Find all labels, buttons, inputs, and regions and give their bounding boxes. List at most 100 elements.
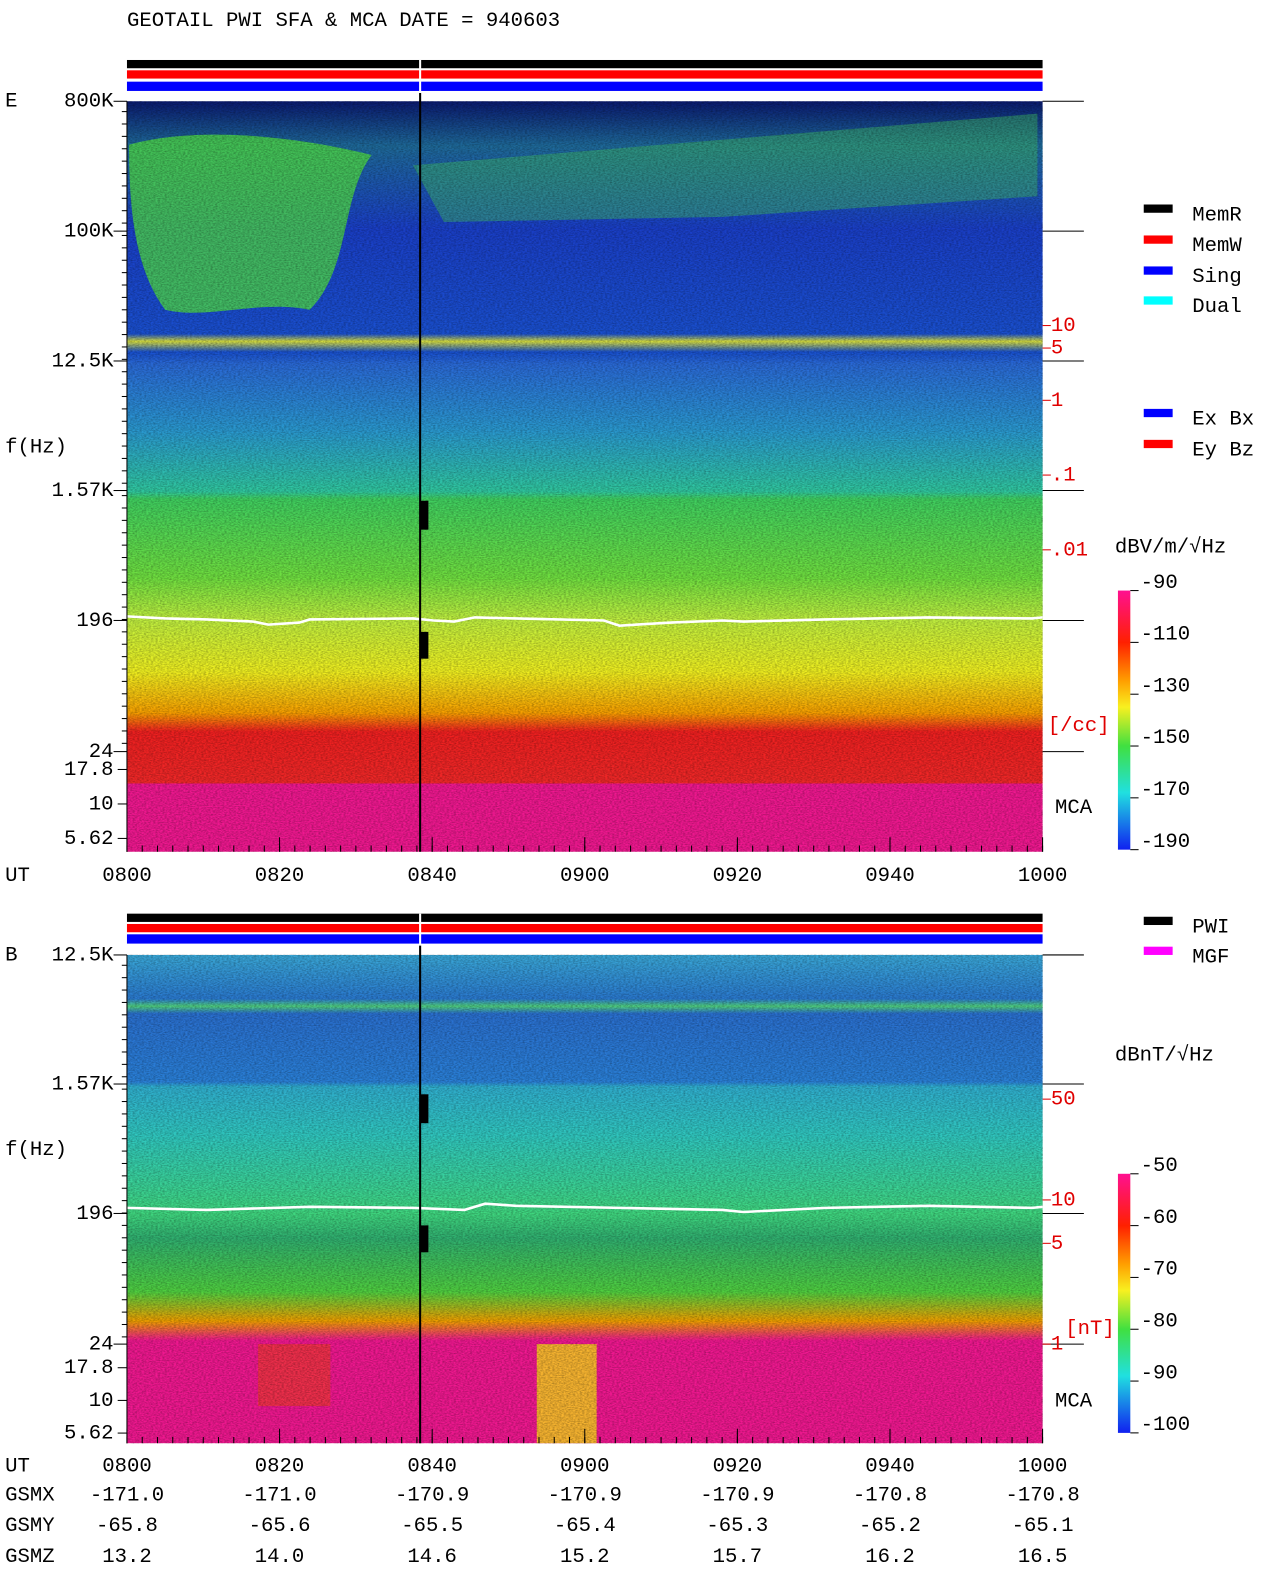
colorbar-label: dBnT/√Hz — [1115, 1044, 1214, 1068]
legend-label: MemW — [1192, 235, 1242, 258]
bar-memw — [126, 923, 1043, 933]
gap — [420, 1094, 429, 1124]
gyro-line — [126, 1202, 1043, 1214]
legend-swatch — [1143, 235, 1173, 244]
colorbar-tick-label: -150 — [1141, 727, 1191, 750]
x-axis-label: UT — [5, 865, 30, 888]
orbit-value: 15.2 — [560, 1546, 610, 1569]
bar-pwi — [126, 913, 1043, 922]
colorbar-tick-label: -70 — [1141, 1259, 1178, 1282]
orbit-value: -65.4 — [554, 1515, 616, 1538]
colorbar-tick-label: -60 — [1141, 1207, 1178, 1230]
legend-label: Ey Bz — [1192, 440, 1254, 463]
colorbar — [1117, 1173, 1131, 1433]
y-tick-label: 1.57K — [52, 480, 115, 503]
y2-tick-label: 10 — [1051, 315, 1076, 338]
legend-swatch — [1143, 439, 1173, 449]
legend-swatch — [1143, 266, 1173, 275]
y-tick-label: 24 — [89, 1334, 114, 1357]
panel-label: B — [5, 944, 17, 967]
orbit-value: -65.8 — [96, 1515, 158, 1538]
y-tick-label: 12.5K — [52, 944, 115, 967]
texture — [126, 954, 1043, 1444]
orbit-value: -170.9 — [700, 1484, 774, 1507]
legend-swatch — [1143, 916, 1173, 926]
y2-tick-label: 5 — [1051, 338, 1063, 361]
x-tick-label: 0900 — [560, 865, 610, 888]
y-tick-label: 24 — [89, 741, 114, 764]
mca-tick-label: 10 — [89, 1390, 114, 1413]
orbit-row-name: GSMZ — [5, 1546, 55, 1569]
legend-label: Dual — [1192, 296, 1242, 319]
colorbar-tick-label: -190 — [1141, 831, 1191, 854]
x-tick-label: 1000 — [1018, 1455, 1068, 1478]
x-tick-label: 0820 — [255, 865, 305, 888]
legend-swatch — [1143, 946, 1173, 955]
x-tick-label: 0820 — [255, 1455, 305, 1478]
orbit-value: 15.7 — [713, 1546, 763, 1569]
y2-tick-label: 50 — [1051, 1089, 1076, 1112]
legend-label: Sing — [1192, 266, 1242, 289]
orbit-value: -171.0 — [90, 1484, 164, 1507]
panel-label: E — [5, 91, 17, 114]
gap — [420, 1225, 429, 1253]
y2-tick-label: .1 — [1051, 465, 1076, 488]
bar-sing — [126, 81, 1043, 91]
x-tick-label: 0920 — [713, 865, 763, 888]
mca-tick-label: 17.8 — [64, 1357, 114, 1380]
mca-tick-label: 10 — [89, 793, 114, 816]
legend-swatch — [1143, 296, 1173, 305]
y2-axis-label: [nT] — [1065, 1318, 1115, 1341]
orbit-value: -171.0 — [242, 1484, 316, 1507]
gyro-line — [126, 615, 1043, 627]
title: GEOTAIL PWI SFA & MCA DATE = 940603 — [127, 10, 560, 33]
y-tick-label: 196 — [76, 1203, 113, 1226]
x-tick-label: 0800 — [102, 1455, 152, 1478]
orbit-value: -170.8 — [1005, 1484, 1079, 1507]
orbit-value: -65.6 — [249, 1515, 311, 1538]
orbit-value: 14.6 — [407, 1546, 457, 1569]
orbit-value: -65.3 — [706, 1515, 768, 1538]
orbit-value: -65.5 — [401, 1515, 463, 1538]
gap — [420, 500, 429, 530]
mca-tick-label: 17.8 — [64, 759, 114, 782]
mca-label: MCA — [1055, 797, 1093, 820]
y2-tick-label: 10 — [1051, 1189, 1076, 1212]
legend-label: MGF — [1192, 946, 1229, 969]
y2-tick-label: 1 — [1051, 390, 1063, 413]
x-tick-label: 0840 — [407, 865, 457, 888]
y-tick-label: 1.57K — [52, 1073, 115, 1096]
x-tick-label: 0800 — [102, 865, 152, 888]
y-tick-label: 100K — [64, 221, 114, 244]
colorbar-tick-label: -90 — [1141, 572, 1178, 595]
mca-label: MCA — [1055, 1390, 1093, 1413]
y-axis-label: f(Hz) — [5, 437, 67, 460]
y-tick-label: 196 — [76, 610, 113, 633]
orbit-value: 16.2 — [865, 1546, 915, 1569]
legend-label: PWI — [1192, 917, 1229, 940]
orbit-value: 14.0 — [255, 1546, 305, 1569]
orbit-value: 16.5 — [1018, 1546, 1068, 1569]
colorbar — [1117, 590, 1131, 850]
y2-tick-label: 5 — [1051, 1233, 1063, 1256]
colorbar-tick-label: -130 — [1141, 675, 1191, 698]
x-axis-label: UT — [5, 1455, 30, 1478]
legend-label: MemR — [1192, 204, 1242, 227]
orbit-value: -170.9 — [395, 1484, 469, 1507]
x-tick-label: 0900 — [560, 1455, 610, 1478]
colorbar-tick-label: -110 — [1141, 624, 1191, 647]
x-tick-label: 0940 — [865, 865, 915, 888]
y2-axis-label: [/cc] — [1048, 715, 1110, 738]
bar-memr — [126, 59, 1043, 69]
bar-memw — [126, 70, 1043, 79]
x-tick-label: 0940 — [865, 1455, 915, 1478]
mca-tick-label: 5.62 — [64, 828, 114, 851]
orbit-value: -65.2 — [859, 1515, 921, 1538]
colorbar-tick-label: -50 — [1141, 1155, 1178, 1178]
colorbar-label: dBV/m/√Hz — [1115, 536, 1226, 560]
y-tick-label: 12.5K — [52, 350, 115, 373]
colorbar-tick-label: -90 — [1141, 1362, 1178, 1385]
orbit-row-name: GSMX — [5, 1484, 55, 1507]
orbit-value: 13.2 — [102, 1546, 152, 1569]
